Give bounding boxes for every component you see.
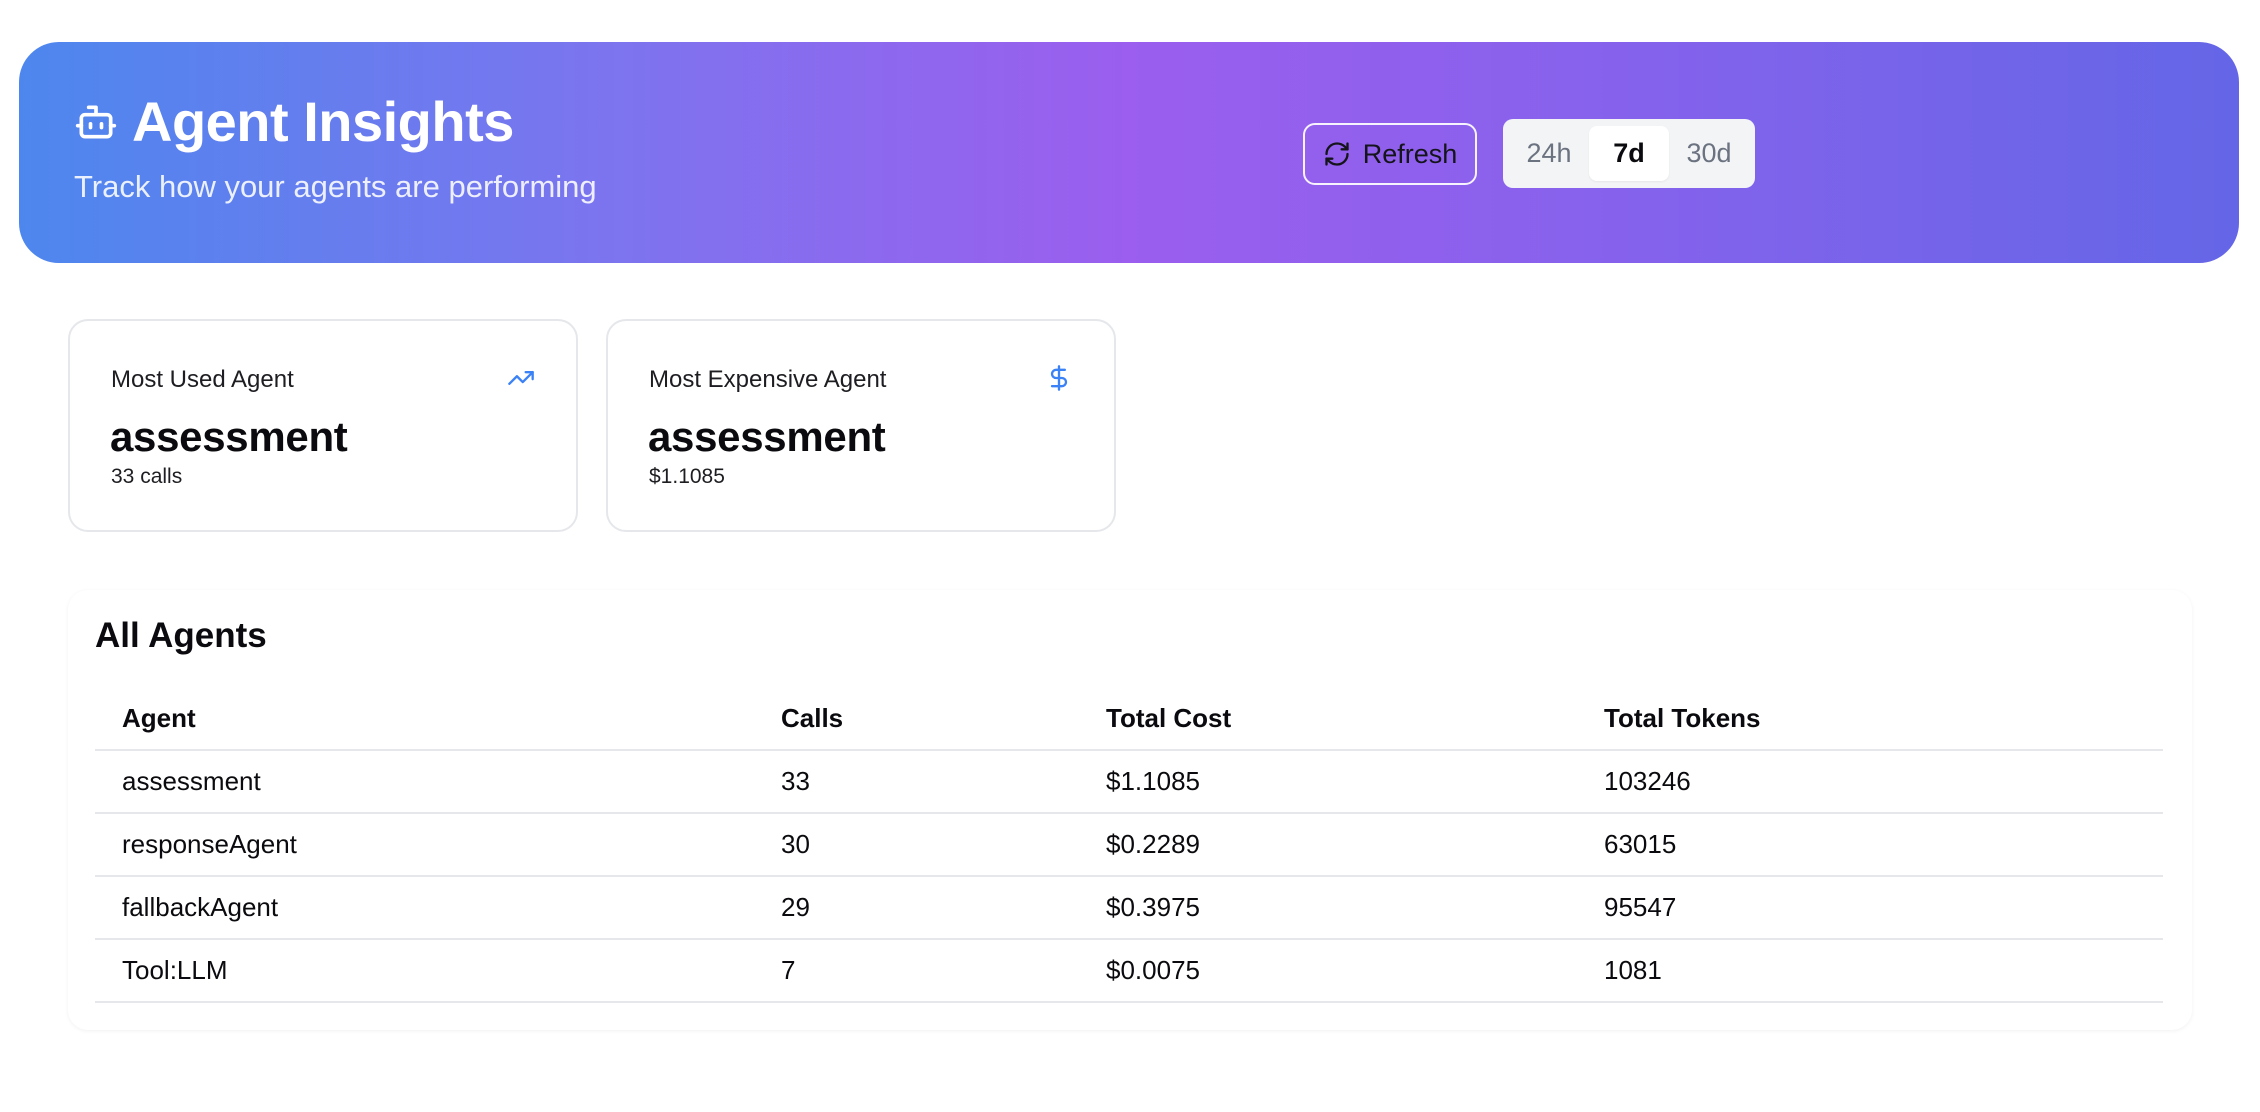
- refresh-label: Refresh: [1362, 138, 1458, 169]
- cell-total-cost: $1.1085: [1079, 750, 1577, 814]
- stat-label: Most Used Agent: [111, 366, 294, 393]
- stat-label: Most Expensive Agent: [649, 366, 887, 393]
- cell-agent: Tool:LLM: [95, 939, 754, 1003]
- table-header-row: Agent Calls Total Cost Total Tokens: [95, 688, 2163, 751]
- table-row: assessment 33 $1.1085 103246: [95, 750, 2163, 814]
- cell-calls: 30: [754, 813, 1079, 877]
- cell-agent: responseAgent: [95, 813, 754, 877]
- table-row: fallbackAgent 29 $0.3975 95547: [95, 876, 2163, 940]
- robot-icon: [74, 100, 118, 144]
- stat-detail: $1.1085: [649, 465, 725, 488]
- stat-value: assessment: [110, 413, 348, 460]
- cell-total-cost: $0.0075: [1079, 939, 1577, 1003]
- cell-agent: fallbackAgent: [95, 876, 754, 940]
- range-option-24h[interactable]: 24h: [1526, 138, 1572, 168]
- cell-calls: 29: [754, 876, 1079, 940]
- cell-total-cost: $0.2289: [1079, 813, 1577, 877]
- refresh-icon: [1323, 140, 1351, 168]
- range-option-7d[interactable]: 7d: [1589, 126, 1669, 181]
- cell-calls: 33: [754, 750, 1079, 814]
- all-agents-panel: All Agents Agent Calls Total Cost Total …: [68, 590, 2192, 1030]
- page-subtitle: Track how your agents are performing: [74, 169, 597, 204]
- cell-total-tokens: 63015: [1577, 813, 2163, 877]
- cell-calls: 7: [754, 939, 1079, 1003]
- agents-table: Agent Calls Total Cost Total Tokens asse…: [95, 688, 2163, 1003]
- most-used-agent-card: Most Used Agent assessment 33 calls: [68, 319, 578, 532]
- cell-total-cost: $0.3975: [1079, 876, 1577, 940]
- page-title: Agent Insights: [132, 90, 514, 153]
- range-option-30d[interactable]: 30d: [1686, 138, 1732, 168]
- cell-total-tokens: 95547: [1577, 876, 2163, 940]
- section-title: All Agents: [95, 616, 267, 655]
- table-row: responseAgent 30 $0.2289 63015: [95, 813, 2163, 877]
- refresh-button[interactable]: Refresh: [1303, 123, 1477, 185]
- column-header-total-cost: Total Cost: [1079, 688, 1577, 751]
- column-header-agent: Agent: [95, 688, 754, 751]
- cell-total-tokens: 1081: [1577, 939, 2163, 1003]
- table-row: Tool:LLM 7 $0.0075 1081: [95, 939, 2163, 1003]
- stat-value: assessment: [648, 413, 886, 460]
- stat-detail: 33 calls: [111, 465, 183, 488]
- header-banner: Agent Insights Track how your agents are…: [19, 42, 2239, 263]
- cell-total-tokens: 103246: [1577, 750, 2163, 814]
- trending-up-icon: [506, 363, 536, 393]
- cell-agent: assessment: [95, 750, 754, 814]
- time-range-toggle: 24h 7d 30d: [1503, 119, 1755, 188]
- most-expensive-agent-card: Most Expensive Agent assessment $1.1085: [606, 319, 1116, 532]
- column-header-calls: Calls: [754, 688, 1079, 751]
- column-header-total-tokens: Total Tokens: [1577, 688, 2163, 751]
- title-row: Agent Insights: [74, 94, 514, 150]
- dollar-icon: [1044, 363, 1074, 393]
